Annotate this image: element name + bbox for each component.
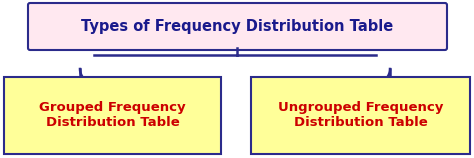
Text: Ungrouped Frequency
Distribution Table: Ungrouped Frequency Distribution Table [278,101,443,130]
Text: Grouped Frequency
Distribution Table: Grouped Frequency Distribution Table [39,101,186,130]
FancyBboxPatch shape [28,3,447,50]
FancyBboxPatch shape [251,77,470,154]
Text: Types of Frequency Distribution Table: Types of Frequency Distribution Table [82,19,393,34]
FancyBboxPatch shape [4,77,221,154]
